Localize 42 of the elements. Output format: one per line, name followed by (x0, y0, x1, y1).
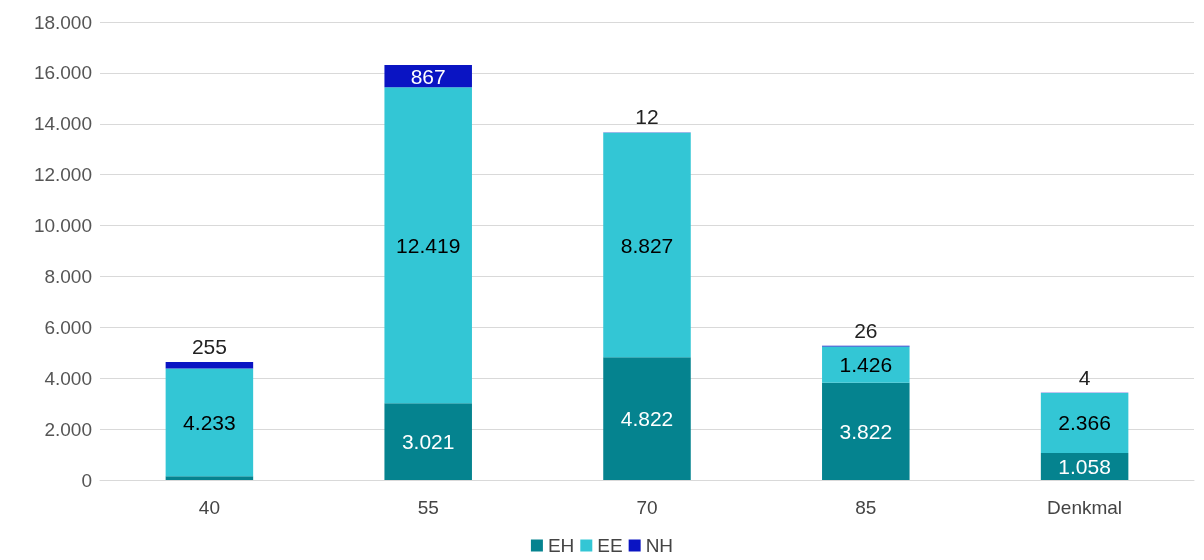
x-tick-label: 40 (198, 497, 220, 518)
y-tick-label: 8.000 (44, 265, 92, 287)
y-tick-label: 16.000 (33, 62, 92, 84)
data-label: 867 (410, 64, 446, 88)
bar (165, 361, 254, 369)
bar (165, 476, 254, 480)
legend-label: EE (597, 535, 623, 556)
x-tick-label: 55 (417, 497, 439, 518)
y-tick-label: 2.000 (44, 418, 92, 440)
data-label: 3.822 (839, 419, 893, 443)
data-label: 4.233 (183, 410, 236, 434)
data-label: 1.058 (1058, 455, 1111, 479)
bar (165, 368, 254, 477)
y-tick-label: 18.000 (33, 11, 92, 33)
bar (603, 357, 691, 480)
bar (384, 403, 472, 480)
data-label: 2.366 (1058, 411, 1111, 435)
x-tick-label: Denkmal (1047, 497, 1123, 518)
data-label: 3.021 (401, 430, 455, 454)
y-tick-label: 12.000 (33, 164, 92, 186)
data-label: 4 (1078, 365, 1091, 389)
data-label: 12 (635, 105, 659, 129)
y-tick-label: 10.000 (33, 215, 92, 237)
x-tick-label: 85 (855, 497, 877, 518)
y-tick-label: 4.000 (44, 367, 92, 389)
y-tick-label: 6.000 (44, 316, 92, 338)
data-label: 8.827 (620, 233, 674, 257)
data-label: 12.419 (396, 233, 461, 257)
y-tick-label: 0 (81, 469, 92, 491)
bar (822, 346, 910, 383)
data-label: 4.822 (620, 407, 674, 431)
legend-label: NH (645, 535, 674, 556)
data-label: 255 (191, 334, 227, 358)
data-label: 26 (854, 318, 878, 342)
bar (1040, 392, 1129, 454)
data-label: 1.426 (839, 353, 893, 377)
bar (603, 132, 691, 358)
y-tick-label: 14.000 (33, 113, 92, 135)
bar (384, 87, 472, 404)
bar (822, 382, 910, 480)
x-tick-label: 70 (636, 497, 658, 518)
legend-label: EH (547, 535, 575, 556)
